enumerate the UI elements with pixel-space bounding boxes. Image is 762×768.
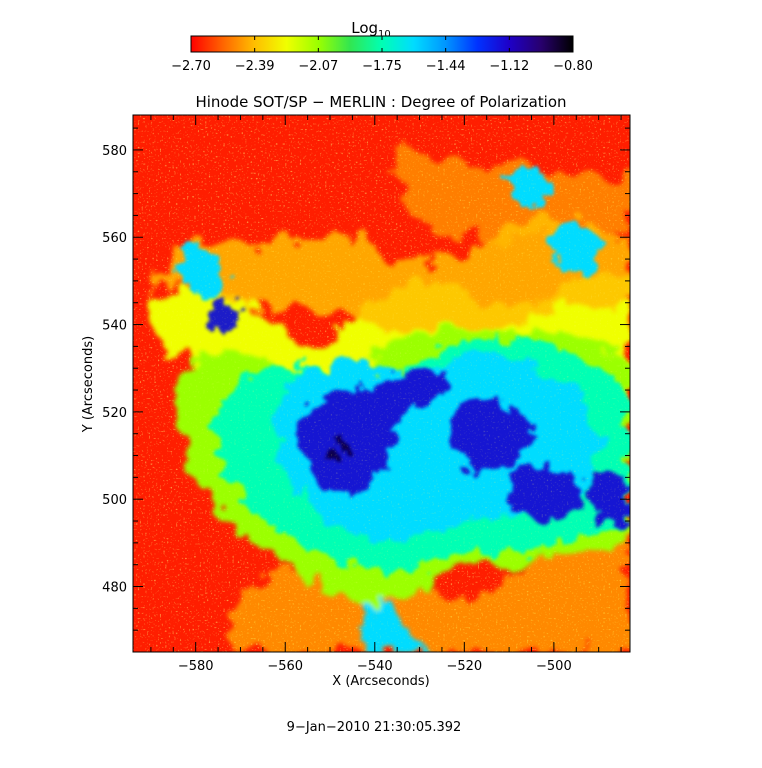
colorbar-title: Log10 bbox=[351, 19, 391, 40]
timestamp: 9−Jan−2010 21:30:05.392 bbox=[287, 720, 462, 735]
x-axis-label: X (Arcseconds) bbox=[332, 674, 429, 689]
plot-frame bbox=[132, 114, 631, 653]
y-tick-label: 540 bbox=[102, 319, 127, 334]
y-axis: 480 500 520 540 560 580 bbox=[102, 127, 630, 631]
polarization-map bbox=[133, 115, 630, 652]
x-tick-label: −500 bbox=[536, 659, 572, 674]
colorbar-ticks: −2.70 −2.39 −2.07 −1.75 −1.44 −1.12 −0.80 bbox=[171, 36, 593, 74]
y-tick-label: 580 bbox=[102, 144, 127, 159]
colorbar-tick-label: −2.07 bbox=[298, 59, 338, 74]
y-tick-label: 520 bbox=[102, 406, 127, 421]
y-tick-label: 480 bbox=[102, 581, 127, 596]
y-tick-label: 560 bbox=[102, 231, 127, 246]
x-tick-label: −580 bbox=[178, 659, 214, 674]
x-tick-label: −540 bbox=[357, 659, 393, 674]
colorbar-tick-label: −2.70 bbox=[171, 59, 211, 74]
y-axis-label: Y (Arcseconds) bbox=[81, 336, 96, 433]
colorbar-tick-label: −2.39 bbox=[235, 59, 275, 74]
x-tick-label: −560 bbox=[267, 659, 303, 674]
colorbar: Log10 −2.70 −2.39 −2.07 −1.75 −1.44 −1.12 −0.8… bbox=[171, 19, 593, 74]
x-tick-label: −520 bbox=[446, 659, 482, 674]
colorbar-tick-label: −1.75 bbox=[362, 59, 402, 74]
x-axis: −580 −560 −540 −520 −500 bbox=[150, 115, 622, 674]
colorbar-tick-label: −0.80 bbox=[553, 59, 593, 74]
colorbar-tick-label: −1.12 bbox=[489, 59, 529, 74]
colorbar-tick-label: −1.44 bbox=[426, 59, 466, 74]
y-tick-label: 500 bbox=[102, 493, 127, 508]
plot-title: Hinode SOT/SP − MERLIN : Degree of Polar… bbox=[195, 93, 566, 111]
